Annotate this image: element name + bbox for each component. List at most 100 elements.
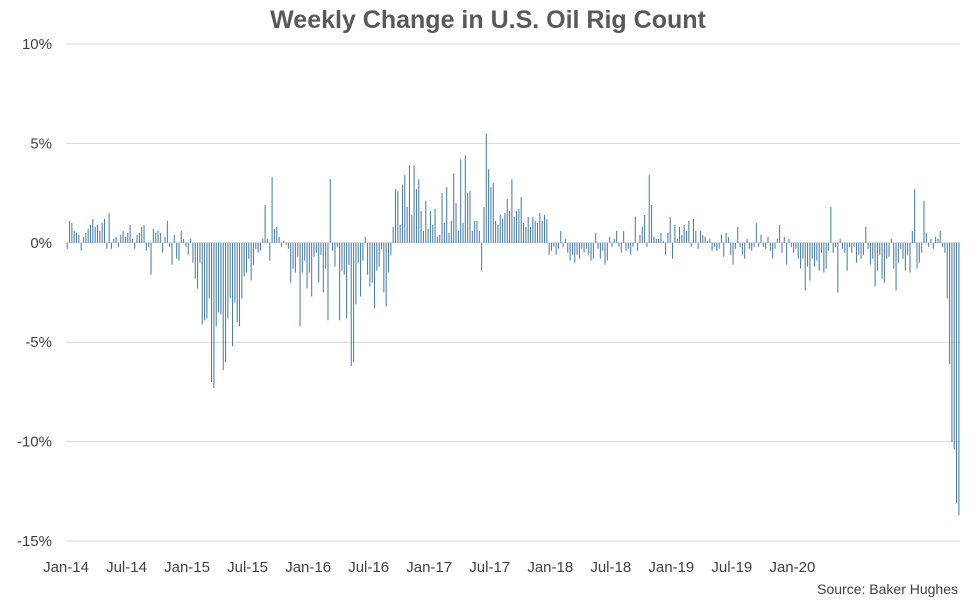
x-tick-label: Jan-15 xyxy=(164,559,210,576)
bar xyxy=(166,220,168,243)
bar xyxy=(937,238,939,243)
x-tick-label: Jul-16 xyxy=(348,559,389,576)
bar xyxy=(497,224,499,243)
bar xyxy=(539,212,541,243)
bar xyxy=(583,242,585,253)
bar xyxy=(301,242,303,273)
bar xyxy=(73,230,75,243)
bar xyxy=(623,230,625,243)
bar xyxy=(862,242,864,255)
bar xyxy=(716,242,718,251)
bar xyxy=(807,242,809,267)
bar xyxy=(269,242,271,261)
bar xyxy=(204,242,206,321)
bar xyxy=(502,218,504,243)
bar xyxy=(704,236,706,243)
bar xyxy=(513,216,515,243)
bar xyxy=(232,242,234,347)
bar xyxy=(604,242,606,265)
bar xyxy=(897,242,899,263)
bar xyxy=(336,242,338,247)
bar xyxy=(895,242,897,291)
bar xyxy=(227,242,229,319)
bar xyxy=(588,242,590,255)
bar xyxy=(236,242,238,323)
bar xyxy=(471,230,473,243)
bar xyxy=(783,236,785,243)
bar xyxy=(692,218,695,243)
bar xyxy=(625,242,627,251)
bar xyxy=(825,242,827,269)
bar xyxy=(837,242,839,293)
bar xyxy=(476,220,478,243)
bar xyxy=(208,242,210,299)
bar xyxy=(257,242,259,253)
bar xyxy=(148,242,150,247)
bar xyxy=(259,242,261,251)
bar xyxy=(66,242,68,249)
bar xyxy=(201,242,203,325)
x-tick-label: Jul-15 xyxy=(227,559,268,576)
bar xyxy=(571,242,573,255)
bar xyxy=(266,238,268,243)
bar xyxy=(462,222,464,243)
bar xyxy=(802,242,804,259)
bar xyxy=(446,187,448,243)
bar xyxy=(350,242,352,367)
bar xyxy=(611,242,613,247)
bar xyxy=(874,242,876,287)
bar xyxy=(374,242,376,309)
bar xyxy=(159,232,161,243)
bar xyxy=(434,209,436,243)
bar xyxy=(213,242,215,388)
bar xyxy=(215,242,217,327)
bar xyxy=(774,242,776,249)
bar xyxy=(518,209,520,243)
bar xyxy=(548,242,550,255)
bar xyxy=(106,242,108,249)
bar xyxy=(348,242,350,265)
y-tick-label: -5% xyxy=(25,334,52,351)
bar xyxy=(648,175,650,243)
bar xyxy=(162,242,164,253)
bar xyxy=(511,179,513,243)
bar xyxy=(371,242,373,283)
bar xyxy=(930,238,932,243)
bar xyxy=(92,218,94,243)
bar xyxy=(404,175,406,243)
bar xyxy=(327,242,329,321)
bar xyxy=(411,214,413,243)
bar xyxy=(390,242,392,255)
bar xyxy=(285,242,287,245)
bar xyxy=(397,191,399,243)
bar xyxy=(546,218,548,243)
bar xyxy=(418,179,420,243)
bar xyxy=(641,226,643,243)
bar xyxy=(755,222,757,243)
bar xyxy=(506,199,508,243)
bar xyxy=(739,242,741,247)
bar xyxy=(85,232,87,243)
bar xyxy=(392,226,394,243)
bar xyxy=(697,242,699,249)
bar xyxy=(527,216,529,243)
bar xyxy=(655,238,657,243)
bar xyxy=(809,242,811,281)
bar xyxy=(727,236,729,243)
bar xyxy=(853,242,855,247)
bar xyxy=(781,242,783,253)
bar xyxy=(101,222,103,243)
bar xyxy=(478,230,480,243)
bar xyxy=(667,232,669,243)
bar xyxy=(320,242,322,255)
bar xyxy=(96,224,99,243)
bar xyxy=(322,242,324,293)
bar xyxy=(944,242,946,253)
bar xyxy=(339,242,341,321)
bar xyxy=(218,242,220,313)
bar xyxy=(80,242,82,251)
bar xyxy=(87,228,89,243)
bar xyxy=(858,242,860,255)
bar xyxy=(190,238,192,243)
bar xyxy=(481,242,483,271)
